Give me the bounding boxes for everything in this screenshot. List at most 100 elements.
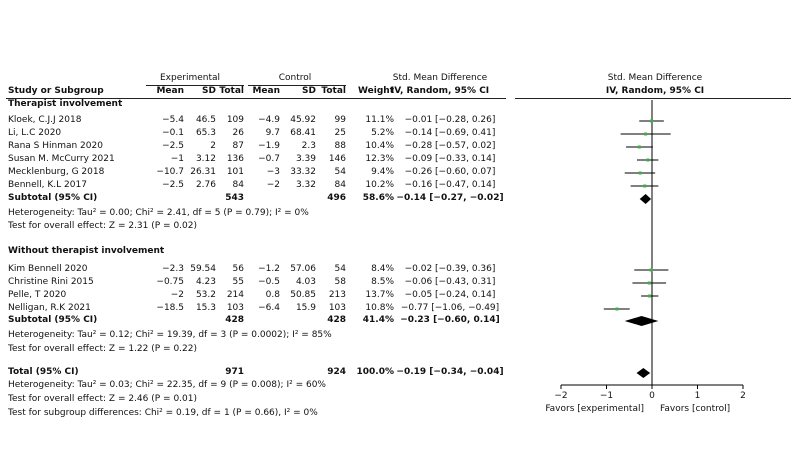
control-mean: −1.9: [258, 141, 280, 151]
study-point-marker: [615, 307, 619, 311]
experimental-total: 109: [226, 115, 244, 125]
subtotal-control-total: 428: [327, 315, 346, 325]
control-total: 146: [328, 154, 346, 164]
control-total: 54: [334, 167, 346, 177]
study-weight: 10.2%: [365, 180, 394, 190]
control-total: 25: [334, 128, 346, 138]
control-sd: 3.32: [295, 180, 316, 190]
study-point-marker: [646, 158, 650, 162]
experimental-mean: −2: [170, 290, 184, 300]
experimental-total: 136: [226, 154, 244, 164]
experimental-mean: −2.5: [162, 180, 184, 190]
subtotal-experimental-total: 428: [225, 315, 244, 325]
study-name: Bennell, K.L 2017: [8, 180, 87, 190]
study-weight: 10.8%: [365, 303, 394, 313]
control-mean: −3: [266, 167, 280, 177]
total-overall-effect-text: Test for overall effect: Z = 2.46 (P = 0…: [8, 394, 197, 404]
experimental-sd: 53.2: [195, 290, 216, 300]
heterogeneity-text: Heterogeneity: Tau² = 0.12; Chi² = 19.39…: [8, 330, 332, 340]
control-mean: −6.4: [258, 303, 280, 313]
study-name: Pelle, T 2020: [8, 290, 67, 300]
control-sd: 4.03: [295, 277, 316, 287]
total-experimental: 971: [225, 367, 244, 377]
total-label: Total (95% CI): [8, 367, 79, 377]
smd-column-subtitle: IV, Random, 95% CI: [390, 86, 490, 96]
study-ci: −0.26 [−0.60, 0.07]: [404, 167, 496, 177]
study-point-marker: [649, 268, 653, 272]
study-ci: −0.09 [−0.33, 0.14]: [404, 154, 496, 164]
total-heterogeneity-text: Heterogeneity: Tau² = 0.03; Chi² = 22.35…: [8, 380, 326, 390]
experimental-total: 26: [232, 128, 244, 138]
study-point-marker: [637, 145, 641, 149]
experimental-sd: 46.5: [195, 115, 216, 125]
study-weight: 9.4%: [371, 167, 394, 177]
control-sd: 68.41: [290, 128, 316, 138]
control-mean: 0.8: [265, 290, 280, 300]
control-total: 58: [334, 277, 346, 287]
subtotal-ci: −0.23 [−0.60, 0.14]: [400, 315, 500, 325]
pooled-diamond: [624, 316, 659, 326]
control-total: 99: [334, 115, 346, 125]
study-ci: −0.02 [−0.39, 0.36]: [404, 264, 496, 274]
study-point-marker: [644, 132, 648, 136]
control-mean-header: Mean: [252, 86, 280, 96]
study-name: Kloek, C.J.J 2018: [8, 115, 82, 125]
favours-experimental-label: Favors [experimental]: [545, 404, 644, 414]
study-ci: −0.01 [−0.28, 0.26]: [404, 115, 496, 125]
experimental-mean: −0.1: [162, 128, 184, 138]
experimental-header-rule: [146, 85, 244, 86]
control-total: 213: [328, 290, 346, 300]
experimental-mean: −5.4: [162, 115, 184, 125]
control-mean: −0.7: [258, 154, 280, 164]
study-ci: −0.77 [−1.06, −0.49]: [400, 303, 500, 313]
subtotal-label: Subtotal (95% CI): [8, 315, 98, 325]
control-sd: 50.85: [290, 290, 316, 300]
study-name: Susan M. McCurry 2021: [8, 154, 115, 164]
total-weight: 100.0%: [356, 367, 395, 377]
smd-column-title: Std. Mean Difference: [392, 73, 488, 83]
control-mean: −4.9: [258, 115, 280, 125]
study-ci: −0.28 [−0.57, 0.02]: [404, 141, 496, 151]
experimental-total: 84: [232, 180, 244, 190]
total-control: 924: [327, 367, 346, 377]
group-experimental-header: Experimental: [159, 73, 221, 83]
study-ci: −0.16 [−0.47, 0.14]: [404, 180, 496, 190]
overall-effect-text: Test for overall effect: Z = 2.31 (P = 0…: [8, 221, 197, 231]
subtotal-experimental-total: 543: [225, 193, 244, 203]
experimental-sd: 2: [210, 141, 216, 151]
experimental-mean: −18.5: [156, 303, 184, 313]
study-name: Li, L.C 2020: [8, 128, 62, 138]
experimental-total: 103: [226, 303, 244, 313]
control-mean: −0.5: [258, 277, 280, 287]
experimental-mean-header: Mean: [156, 86, 184, 96]
overall-effect-text: Test for overall effect: Z = 1.22 (P = 0…: [8, 344, 197, 354]
study-point-marker: [643, 184, 647, 188]
group-control-header: Control: [278, 73, 312, 83]
study-name: Nelligan, R.K 2021: [8, 303, 91, 313]
group-title-without-therapist: Without therapist involvement: [8, 246, 165, 256]
control-sd: 33.32: [290, 167, 316, 177]
experimental-total: 101: [226, 167, 244, 177]
study-ci: −0.06 [−0.43, 0.31]: [404, 277, 496, 287]
experimental-sd: 3.12: [195, 154, 216, 164]
control-total: 54: [334, 264, 346, 274]
study-name: Mecklenburg, G 2018: [8, 167, 105, 177]
experimental-mean: −2.3: [162, 264, 184, 274]
x-axis-tick-label: −2: [554, 391, 567, 401]
control-total: 84: [334, 180, 346, 190]
control-sd: 15.9: [295, 303, 316, 313]
study-name: Kim Bennell 2020: [8, 264, 88, 274]
experimental-mean: −10.7: [156, 167, 184, 177]
subtotal-label: Subtotal (95% CI): [8, 193, 98, 203]
control-total: 103: [328, 303, 346, 313]
experimental-total-header: Total: [219, 86, 244, 96]
control-sd: 57.06: [290, 264, 316, 274]
experimental-sd: 59.54: [190, 264, 216, 274]
experimental-sd: 4.23: [195, 277, 216, 287]
experimental-total: 55: [232, 277, 244, 287]
study-weight: 5.2%: [371, 128, 394, 138]
study-weight: 8.5%: [371, 277, 394, 287]
experimental-total: 87: [232, 141, 244, 151]
study-name: Rana S Hinman 2020: [8, 141, 103, 151]
experimental-total: 214: [226, 290, 244, 300]
